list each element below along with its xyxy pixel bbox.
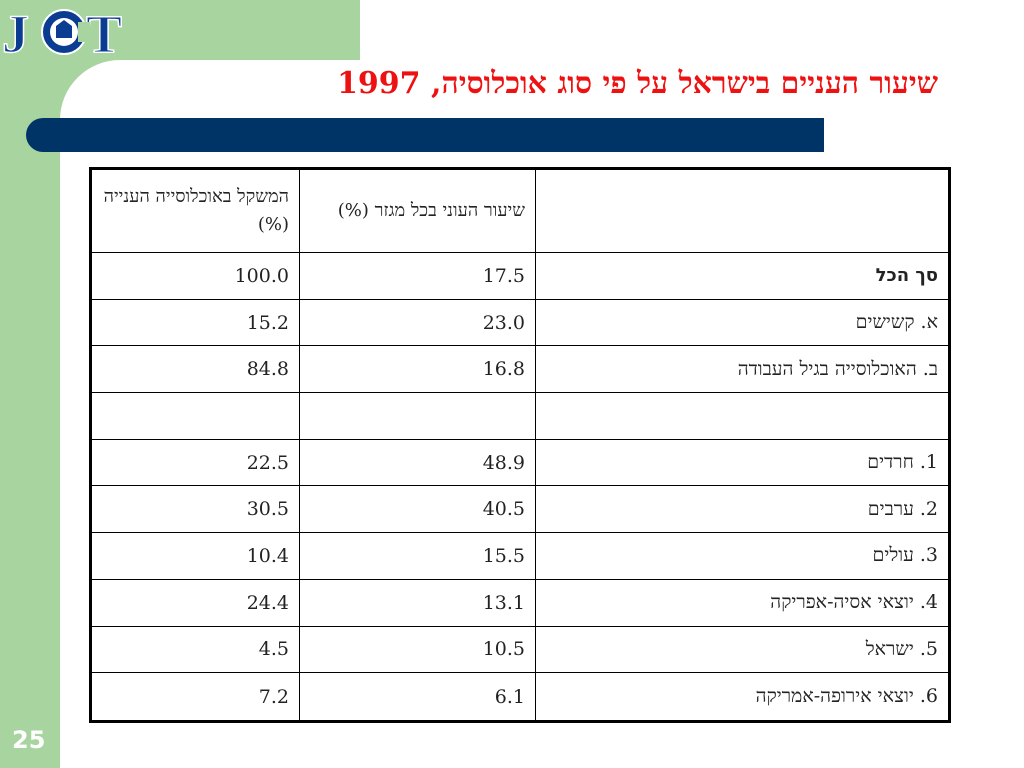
table-row: 2. ערבים 40.5 30.5 [92, 486, 948, 534]
row-label: 6. יוצאי אירופה-אמריקה [535, 673, 948, 720]
table-row: ב. האוכלוסייה בגיל העבודה 16.8 84.8 [92, 346, 948, 394]
table-header-row: שיעור העוני בכל מגזר (%) המשקל באוכלוסיי… [92, 170, 948, 253]
page-number: 25 [12, 726, 46, 754]
poverty-rate-value: 13.1 [482, 591, 525, 614]
poverty-rate-value: 6.1 [494, 685, 525, 708]
row-share-of-poor: 22.5 [92, 440, 299, 486]
poverty-rate-value: 48.9 [482, 451, 525, 474]
share-value: 24.4 [246, 591, 289, 614]
row-poverty-rate: 40.5 [299, 486, 535, 533]
row-label: א. קשישים [535, 299, 948, 346]
poverty-rate-value: 10.5 [482, 638, 525, 661]
share-value: 4.5 [258, 638, 289, 661]
row-poverty-rate: 16.8 [299, 346, 535, 393]
table-row: 6. יוצאי אירופה-אמריקה 6.1 7.2 [92, 673, 948, 720]
poverty-rate-value: 17.5 [482, 264, 525, 287]
row-poverty-rate: 17.5 [299, 253, 535, 299]
table-row: 4. יוצאי אסיה-אפריקה 13.1 24.4 [92, 579, 948, 627]
share-value: 100.0 [234, 264, 289, 287]
table-row: 1. חרדים 48.9 22.5 [92, 439, 948, 487]
header-share-of-poor: המשקל באוכלוסייה הענייה (%) [103, 186, 289, 235]
share-value: 22.5 [246, 451, 289, 474]
row-share-of-poor: 7.2 [92, 673, 299, 720]
row-poverty-rate: 23.0 [299, 299, 535, 346]
row-share-of-poor: 100.0 [92, 253, 299, 299]
row-share-of-poor: 30.5 [92, 486, 299, 532]
share-value: 15.2 [246, 311, 289, 334]
poverty-rate-value: 16.8 [482, 358, 525, 381]
table-row-empty [92, 393, 948, 440]
row-label: 2. ערבים [535, 486, 948, 533]
svg-text:T: T [86, 4, 122, 64]
row-label: ב. האוכלוסייה בגיל העבודה [535, 346, 948, 393]
row-poverty-rate [299, 393, 535, 439]
jct-logo: J T [0, 0, 160, 64]
poverty-rate-value: 15.5 [482, 544, 525, 567]
row-label [535, 393, 948, 439]
share-value: 30.5 [246, 498, 289, 521]
row-poverty-rate: 48.9 [299, 439, 535, 486]
poverty-rate-value: 40.5 [482, 498, 525, 521]
table-row: סך הכל 17.5 100.0 [92, 253, 948, 300]
header-label-cell [535, 170, 948, 252]
row-share-of-poor [92, 393, 299, 439]
share-value: 10.4 [246, 544, 289, 567]
title-underline-bar [26, 118, 824, 152]
left-green-frame [0, 0, 60, 768]
svg-text:J: J [2, 4, 29, 64]
header-poverty-rate: שיעור העוני בכל מגזר (%) [299, 170, 535, 252]
row-label: 5. ישראל [535, 626, 948, 673]
row-poverty-rate: 10.5 [299, 626, 535, 673]
row-share-of-poor: 24.4 [92, 580, 299, 626]
poverty-table: שיעור העוני בכל מגזר (%) המשקל באוכלוסיי… [89, 167, 951, 723]
row-share-of-poor: 10.4 [92, 533, 299, 579]
row-share-of-poor: 15.2 [92, 300, 299, 346]
table-row: 5. ישראל 10.5 4.5 [92, 626, 948, 674]
row-label: סך הכל [535, 253, 948, 299]
slide-title: שיעור העניים בישראל על פי סוג אוכלוסיה, … [337, 66, 938, 101]
row-poverty-rate: 6.1 [299, 673, 535, 720]
share-value: 84.8 [246, 358, 289, 381]
row-label: 3. עולים [535, 533, 948, 579]
table-row: א. קשישים 23.0 15.2 [92, 299, 948, 347]
row-label: 1. חרדים [535, 439, 948, 486]
row-share-of-poor: 4.5 [92, 627, 299, 673]
row-poverty-rate: 15.5 [299, 533, 535, 579]
share-value: 7.2 [258, 685, 289, 708]
poverty-rate-value: 23.0 [482, 311, 525, 334]
row-share-of-poor: 84.8 [92, 346, 299, 392]
table-row: 3. עולים 15.5 10.4 [92, 533, 948, 580]
row-poverty-rate: 13.1 [299, 579, 535, 626]
row-label: 4. יוצאי אסיה-אפריקה [535, 579, 948, 626]
